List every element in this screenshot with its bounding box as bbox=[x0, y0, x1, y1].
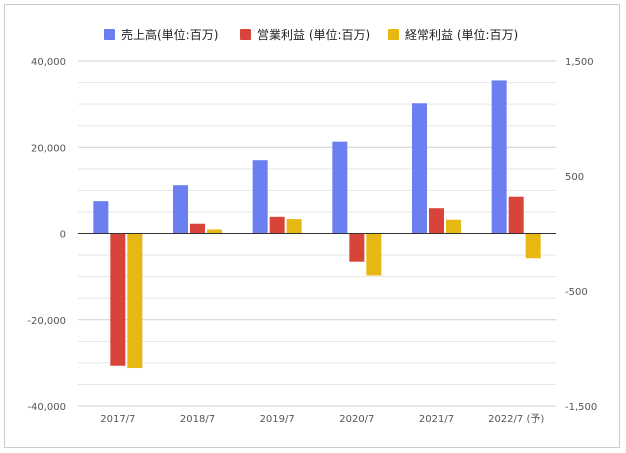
bar-operating-profit bbox=[508, 196, 524, 234]
bar-ordinary-profit bbox=[127, 233, 143, 369]
left-tick-label: 20,000 bbox=[31, 143, 66, 154]
legend-label: 売上高(単位:百万) bbox=[121, 27, 218, 42]
bar-sales bbox=[173, 185, 188, 234]
legend-label: 経常利益 (単位:百万) bbox=[405, 27, 518, 42]
bar-ordinary-profit bbox=[525, 233, 541, 259]
bar-sales bbox=[93, 201, 109, 234]
bar-sales bbox=[491, 80, 507, 234]
bars bbox=[93, 80, 541, 369]
category-label: 2021/7 bbox=[419, 414, 454, 425]
legend-swatch bbox=[388, 29, 399, 40]
bar-ordinary-profit bbox=[207, 229, 222, 234]
right-tick-label: 1,500 bbox=[565, 57, 594, 68]
category-label: 2017/7 bbox=[100, 414, 135, 425]
bar-ordinary-profit bbox=[366, 233, 382, 276]
category-axis: 2017/7 2018/7 2019/7 2020/7 2021/7 2022/7 (予) bbox=[100, 413, 544, 425]
bar-ordinary-profit bbox=[286, 219, 302, 234]
right-tick-label: 500 bbox=[565, 172, 584, 183]
bar-ordinary-profit bbox=[446, 219, 461, 234]
bar-operating-profit bbox=[429, 208, 444, 234]
left-tick-label: -20,000 bbox=[27, 316, 66, 327]
legend-label: 営業利益 (単位:百万) bbox=[257, 27, 370, 42]
category-label: 2019/7 bbox=[260, 414, 295, 425]
chart-frame bbox=[4, 4, 620, 448]
bar-operating-profit bbox=[110, 233, 126, 366]
category-label: 2020/7 bbox=[339, 414, 374, 425]
right-tick-label: -1,500 bbox=[565, 402, 597, 413]
left-axis: 40,000 20,000 0 -20,000 -40,000 bbox=[27, 57, 66, 413]
legend: 売上高(単位:百万) 営業利益 (単位:百万) 経常利益 (単位:百万) bbox=[104, 27, 518, 42]
legend-swatch bbox=[104, 29, 115, 40]
bar-operating-profit bbox=[190, 223, 205, 234]
category-label: 2018/7 bbox=[180, 414, 215, 425]
left-tick-label: 40,000 bbox=[31, 57, 66, 68]
bar-sales bbox=[332, 141, 348, 234]
right-axis: 1,500 500 -500 -1,500 bbox=[565, 57, 597, 413]
left-tick-label: -40,000 bbox=[27, 402, 66, 413]
category-label: 2022/7 (予) bbox=[488, 413, 544, 425]
bar-sales bbox=[412, 103, 427, 234]
bar-sales bbox=[252, 160, 268, 234]
left-tick-label: 0 bbox=[60, 230, 66, 241]
bar-operating-profit bbox=[349, 233, 365, 262]
right-tick-label: -500 bbox=[565, 287, 588, 298]
legend-swatch bbox=[240, 29, 251, 40]
bar-operating-profit bbox=[269, 216, 285, 234]
